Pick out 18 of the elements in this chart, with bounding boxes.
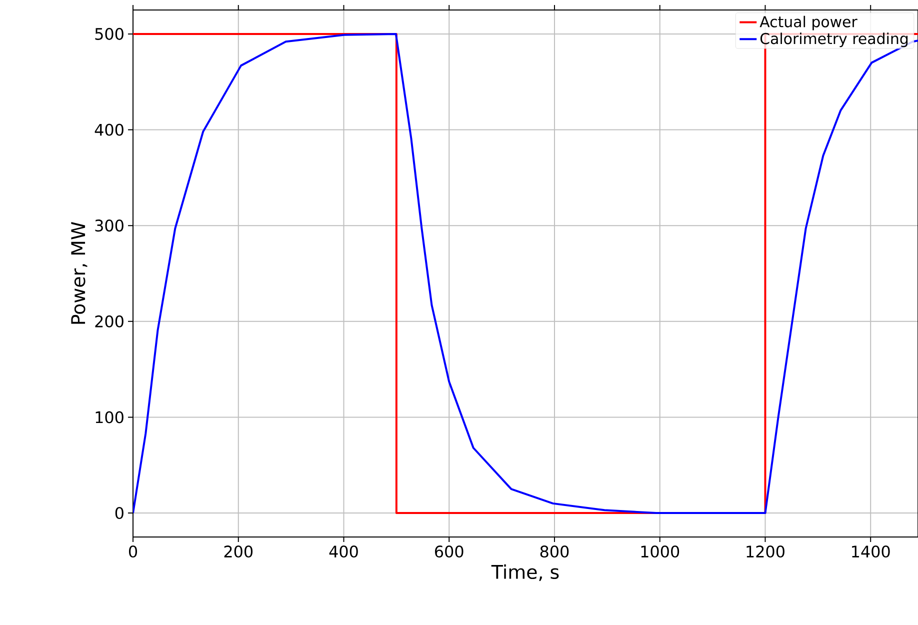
x-axis-title: Time, s — [491, 564, 559, 581]
y-tick-label: 400 — [94, 124, 124, 136]
x-tick-label: 1400 — [852, 546, 890, 558]
y-tick-label: 300 — [95, 220, 124, 232]
x-tick-label: 600 — [435, 546, 464, 558]
legend-label: Calorimetry reading — [760, 32, 908, 48]
y-axis-title: Power, MW — [71, 222, 88, 324]
x-tick-label: 0 — [128, 546, 138, 558]
legend-label: Actual power — [760, 16, 858, 30]
x-tick-label: 1000 — [641, 546, 680, 558]
y-tick-label: 200 — [95, 315, 124, 328]
x-tick-label: 800 — [540, 546, 569, 558]
x-tick-label: 400 — [329, 546, 358, 558]
x-tick-label: 1200 — [746, 546, 784, 558]
y-tick-label: 100 — [96, 411, 124, 424]
y-tick-label: 500 — [95, 28, 124, 40]
x-tick-label: 200 — [224, 546, 253, 558]
y-tick-label: 0 — [115, 507, 124, 520]
